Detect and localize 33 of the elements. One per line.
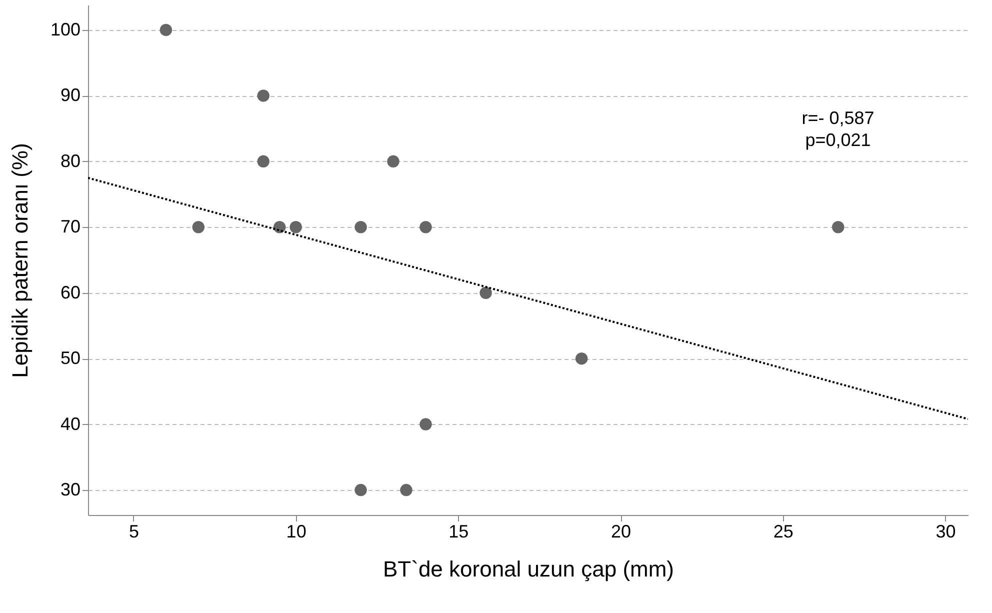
x-tick-label: 5 [128,522,139,542]
x-tick-label: 25 [773,522,794,542]
x-tick-label: 20 [611,522,632,542]
point [273,221,286,234]
x-tick-label: 15 [448,522,469,542]
point [387,155,400,168]
annotation: p=0,021 [805,130,871,150]
y-tick-label: 30 [60,480,80,500]
y-tick-label: 80 [60,150,80,171]
y-tick-label: 90 [60,85,80,106]
y-tick-label: 40 [60,414,80,434]
y-tick-label: 70 [60,216,80,237]
point [420,221,432,234]
point [257,155,270,168]
point [575,352,588,365]
x-tick-label: 10 [286,522,306,542]
x-tick-label: 30 [936,522,956,542]
y-tick-label: 60 [60,282,80,302]
annotation: r=- 0,587 [802,108,874,128]
y-axis-title: Lepidik patern oranı (%) [7,143,32,378]
point [832,221,844,234]
x-axis-title: BT`de koronal uzun çap (mm) [383,556,674,582]
point [290,221,302,234]
y-tick-label: 100 [50,19,80,40]
point [354,484,367,496]
point [354,221,367,234]
point [257,90,270,102]
point [192,221,205,234]
point [400,484,412,496]
point [420,418,432,430]
point [480,286,492,299]
point [160,24,172,36]
y-tick-label: 50 [60,348,80,368]
